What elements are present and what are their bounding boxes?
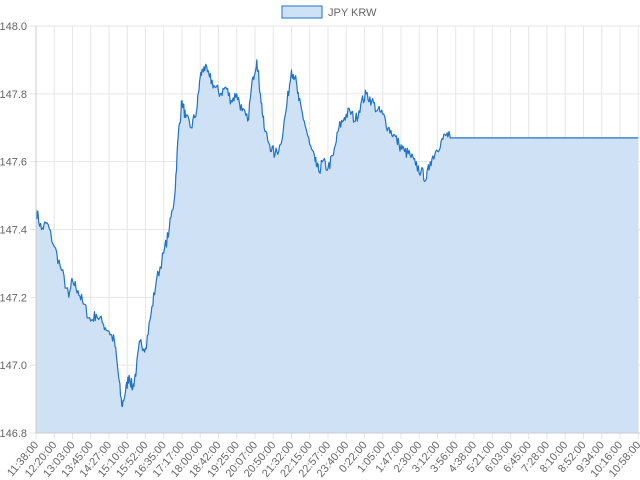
y-tick-label: 148.0 <box>0 21 27 33</box>
y-tick-label: 147.6 <box>0 157 27 169</box>
legend[interactable]: JPY KRW <box>281 5 377 19</box>
axes: 146.8147.0147.2147.4147.6147.8148.011:38… <box>0 21 640 480</box>
y-tick-label: 147.0 <box>0 360 27 372</box>
series-fill <box>36 59 639 434</box>
series-line <box>35 59 639 408</box>
y-tick-label: 146.8 <box>0 428 27 440</box>
y-tick-label: 147.8 <box>0 89 27 101</box>
legend-label: JPY KRW <box>328 7 377 19</box>
series-area <box>35 59 639 434</box>
legend-swatch <box>281 5 323 19</box>
y-tick-label: 147.4 <box>0 225 27 237</box>
y-tick-label: 147.2 <box>0 292 27 304</box>
